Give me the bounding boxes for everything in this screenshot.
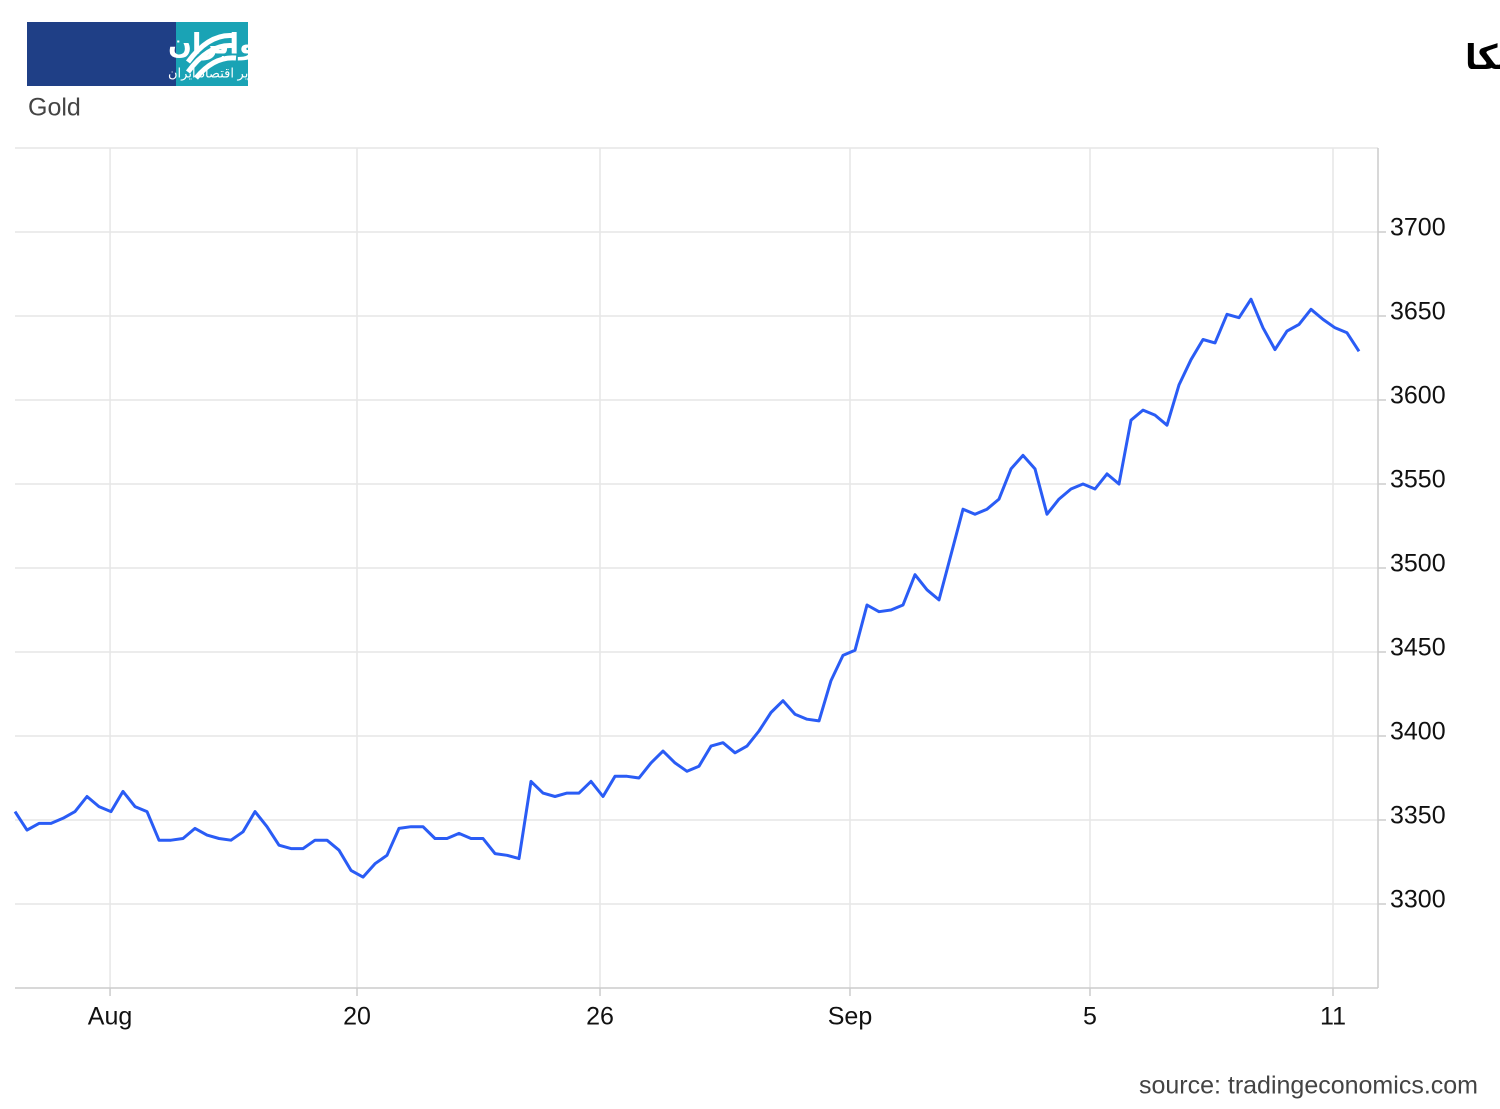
x-tick-label: 20: [343, 1003, 371, 1031]
logo-tagline: تصویر اقتصاد ایران: [168, 65, 270, 81]
x-tick-label: 5: [1083, 1003, 1097, 1031]
y-tick-label: 3550: [1390, 466, 1446, 494]
price-line: [13, 297, 1361, 879]
x-tick-label: 26: [586, 1003, 614, 1031]
y-tick-label: 3400: [1390, 718, 1446, 746]
chart-subtitle: Gold: [28, 94, 81, 122]
y-tick-label: 3450: [1390, 634, 1446, 662]
logo-name: اکوایران: [168, 28, 282, 60]
logo-mark: [185, 33, 237, 80]
logo-icon: [176, 22, 248, 86]
y-tick-label: 3500: [1390, 550, 1446, 578]
x-tick-label: 11: [1320, 1003, 1346, 1031]
chart-title: تثبیت طلا در قله‌های قیمتی در آستانه انت…: [1465, 36, 1500, 78]
x-tick-label: Aug: [88, 1003, 132, 1031]
source: source: tradingeconomics.com: [1139, 1072, 1478, 1100]
y-tick-label: 3350: [1390, 802, 1446, 830]
x-tick-label: Sep: [828, 1003, 872, 1031]
y-tick-label: 3650: [1390, 298, 1446, 326]
plot-area: 3300 3350 3400 3450 3500 3550 3600 3650 3700 Aug 2…: [13, 147, 1446, 1031]
y-tick-label: 3700: [1390, 214, 1446, 242]
y-tick-label: 3600: [1390, 382, 1446, 410]
y-tick-label: 3300: [1390, 886, 1446, 914]
